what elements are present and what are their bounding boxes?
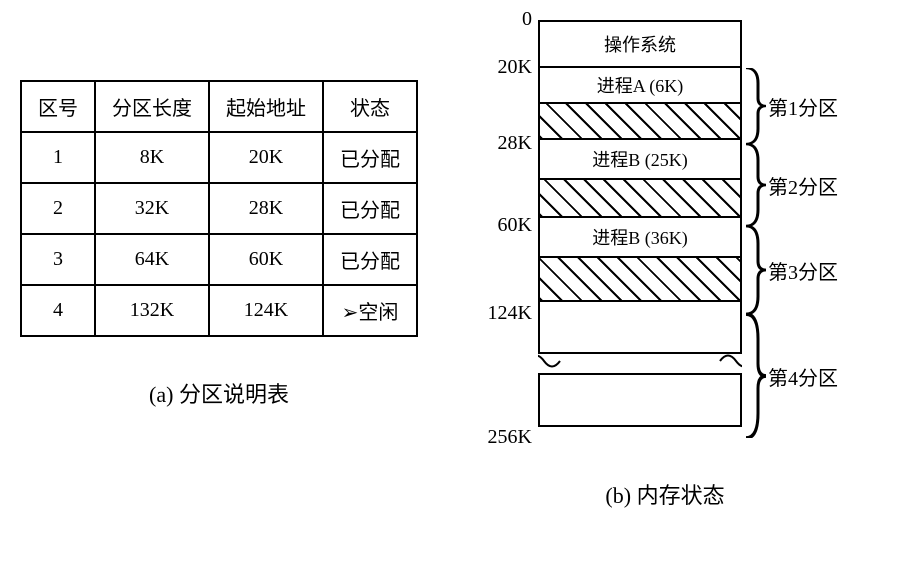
caption-b: (b) 内存状态 — [605, 478, 724, 510]
partition-table-panel: 区号 分区长度 起始地址 状态 1 8K 20K 已分配 2 32K 28K 已… — [20, 80, 418, 409]
partition2-free — [540, 180, 740, 218]
partition1-label: 第1分区 — [768, 92, 838, 121]
table-row: 1 8K 20K 已分配 — [21, 132, 417, 183]
partition4-free-bot — [540, 375, 740, 425]
memory-diagram-panel: 0 20K 28K 60K 124K 256K 操作系统 进程A (6K) 进程… — [478, 20, 852, 510]
col-header: 分区长度 — [95, 81, 209, 132]
memory-column: 操作系统 进程A (6K) 进程B (25K) 进程B (36K) — [538, 20, 742, 354]
table-row: 3 64K 60K 已分配 — [21, 234, 417, 285]
partition-table: 区号 分区长度 起始地址 状态 1 8K 20K 已分配 2 32K 28K 已… — [20, 80, 418, 337]
os-segment: 操作系统 — [540, 22, 740, 68]
break-icon — [538, 352, 742, 370]
col-header: 起始地址 — [209, 81, 323, 132]
partition4-label: 第4分区 — [768, 362, 838, 391]
address-column: 0 20K 28K 60K 124K 256K — [478, 20, 538, 438]
addr-label: 28K — [498, 132, 532, 155]
partition4-brace: 第4分区 — [742, 314, 852, 438]
col-header: 状态 — [323, 81, 417, 132]
partition4-free-top — [540, 302, 740, 352]
addr-label: 20K — [498, 56, 532, 79]
partition3-label: 第3分区 — [768, 256, 838, 285]
table-row: 4 132K 124K ➢空闲 — [21, 285, 417, 336]
caption-a: (a) 分区说明表 — [149, 377, 289, 409]
col-header: 区号 — [21, 81, 95, 132]
partition3-free — [540, 258, 740, 302]
partition1-brace: 第1分区 — [742, 68, 852, 144]
table-row: 2 32K 28K 已分配 — [21, 183, 417, 234]
addr-label: 0 — [522, 8, 532, 31]
proc-a-segment: 进程A (6K) — [540, 68, 740, 104]
proc-b1-segment: 进程B (25K) — [540, 140, 740, 180]
partition2-brace: 第2分区 — [742, 144, 852, 226]
memory-column-wrap: 操作系统 进程A (6K) 进程B (25K) 进程B (36K) — [538, 20, 742, 427]
partition1-free — [540, 104, 740, 140]
addr-label: 60K — [498, 214, 532, 237]
partition2-label: 第2分区 — [768, 171, 838, 200]
partition-label-column: 第1分区 第2分区 第3分区 第4分区 — [742, 20, 852, 438]
partition3-brace: 第3分区 — [742, 226, 852, 314]
memory-column-lower — [538, 373, 742, 427]
addr-label: 124K — [488, 302, 532, 325]
addr-label: 256K — [488, 426, 532, 449]
proc-b2-segment: 进程B (36K) — [540, 218, 740, 258]
